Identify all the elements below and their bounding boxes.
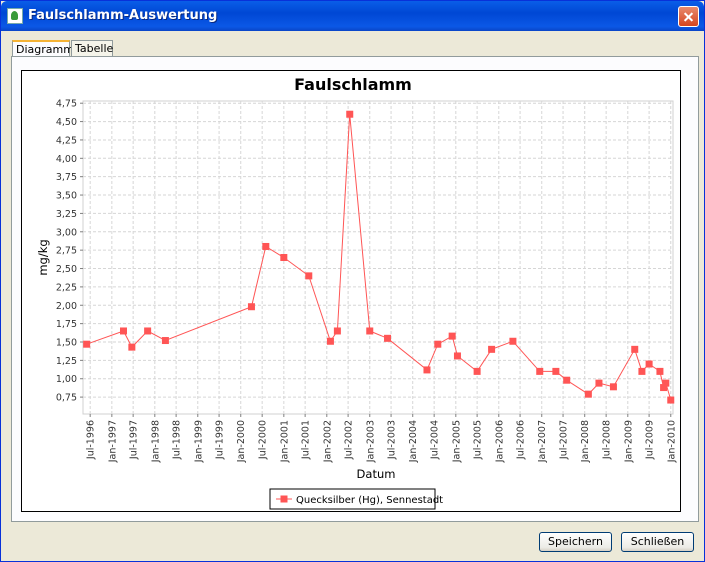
data-point (473, 367, 481, 375)
x-tick-label: Jan-2001 (279, 420, 290, 463)
y-tick-label: 3,00 (56, 227, 77, 238)
x-tick-label: Jan-1999 (193, 420, 204, 463)
data-point (366, 327, 374, 335)
y-tick-label: 4,50 (56, 117, 77, 128)
x-tick-label: Jan-2003 (365, 420, 376, 463)
x-tick-label: Jan-2000 (236, 420, 247, 463)
data-point (161, 337, 169, 345)
data-point (509, 337, 517, 345)
x-tick-label: Jan-1997 (107, 420, 118, 463)
y-tick-label: 0,75 (56, 393, 77, 404)
x-tick-label: Jul-2008 (602, 420, 613, 460)
data-point (453, 352, 461, 360)
x-axis-label: Datum (357, 467, 396, 481)
legend-marker (280, 495, 288, 503)
data-point (638, 367, 646, 375)
data-point (536, 367, 544, 375)
tab-tabelle[interactable]: Tabelle (71, 40, 113, 56)
x-tick-label: Jan-2005 (451, 420, 462, 463)
x-tick-label: Jul-2009 (645, 420, 656, 460)
save-button[interactable]: Speichern (539, 532, 612, 552)
data-point (552, 367, 560, 375)
data-point (595, 379, 603, 387)
data-point (563, 376, 571, 384)
data-point (660, 384, 668, 392)
x-tick-label: Jan-2002 (322, 420, 333, 463)
series-line (86, 114, 672, 401)
x-tick-label: Jul-2001 (301, 420, 312, 460)
y-tick-label: 4,75 (56, 99, 77, 110)
data-point (346, 110, 354, 118)
data-point (305, 272, 313, 280)
y-tick-label: 2,25 (56, 282, 77, 293)
x-tick-label: Jul-1996 (86, 420, 97, 460)
window-title: Faulschlamm-Auswertung (28, 8, 218, 23)
data-point (448, 332, 456, 340)
x-tick-label: Jul-2007 (559, 420, 570, 460)
data-point (384, 334, 392, 342)
x-tick-label: Jul-2002 (344, 420, 355, 460)
data-point (144, 327, 152, 335)
data-point (662, 379, 670, 387)
data-point (656, 367, 664, 375)
y-tick-label: 3,25 (56, 209, 77, 220)
data-point (119, 327, 127, 335)
x-tick-label: Jul-2000 (258, 420, 269, 460)
x-tick-label: Jan-2006 (494, 420, 505, 463)
data-point (423, 366, 431, 374)
close-button[interactable]: Schließen (621, 532, 694, 552)
close-window-button[interactable] (678, 6, 699, 27)
data-point (631, 345, 639, 353)
x-tick-label: Jan-1998 (150, 420, 161, 463)
y-tick-label: 4,00 (56, 154, 77, 165)
app-icon (7, 8, 23, 24)
x-tick-label: Jul-2006 (516, 420, 527, 460)
x-tick-label: Jan-2009 (623, 420, 634, 463)
data-point (645, 360, 653, 368)
plot-area (82, 100, 674, 415)
x-tick-label: Jan-2007 (537, 420, 548, 463)
data-point (326, 337, 334, 345)
y-tick-label: 3,75 (56, 172, 77, 183)
data-point (262, 242, 270, 250)
title-bar[interactable]: Faulschlamm-Auswertung (1, 1, 704, 31)
data-point (247, 303, 255, 311)
data-point (434, 340, 442, 348)
data-point (584, 390, 592, 398)
data-point (128, 343, 136, 351)
x-tick-label: Jul-1997 (129, 420, 140, 460)
y-tick-label: 1,25 (56, 356, 77, 367)
y-tick-label: 2,00 (56, 301, 77, 312)
tab-diagramm[interactable]: Diagramm (12, 40, 74, 56)
x-tick-label: Jul-2003 (387, 420, 398, 460)
data-point (609, 383, 617, 391)
x-tick-label: Jan-2008 (580, 420, 591, 463)
y-tick-label: 3,50 (56, 191, 77, 202)
legend-box (269, 488, 436, 510)
y-tick-label: 1,75 (56, 319, 77, 330)
data-point (280, 254, 288, 261)
x-tick-label: Jul-1998 (172, 420, 183, 460)
x-tick-label: Jul-1999 (215, 420, 226, 460)
y-tick-label: 2,75 (56, 246, 77, 257)
y-tick-label: 1,00 (56, 374, 77, 385)
legend-label: Quecksilber (Hg), Sennestadt (296, 495, 443, 506)
data-point (333, 327, 341, 335)
y-tick-label: 1,50 (56, 337, 77, 348)
data-point (667, 396, 675, 404)
chart-title: Faulschlamm (294, 75, 412, 94)
x-tick-label: Jul-2005 (473, 420, 484, 460)
data-point (488, 345, 496, 353)
y-tick-label: 4,25 (56, 135, 77, 146)
y-axis-label: mg/kg (36, 239, 50, 275)
x-tick-label: Jan-2010 (666, 420, 677, 463)
x-tick-label: Jul-2004 (430, 420, 441, 460)
y-tick-label: 2,50 (56, 264, 77, 275)
x-tick-label: Jan-2004 (408, 420, 419, 463)
data-point (83, 340, 91, 348)
